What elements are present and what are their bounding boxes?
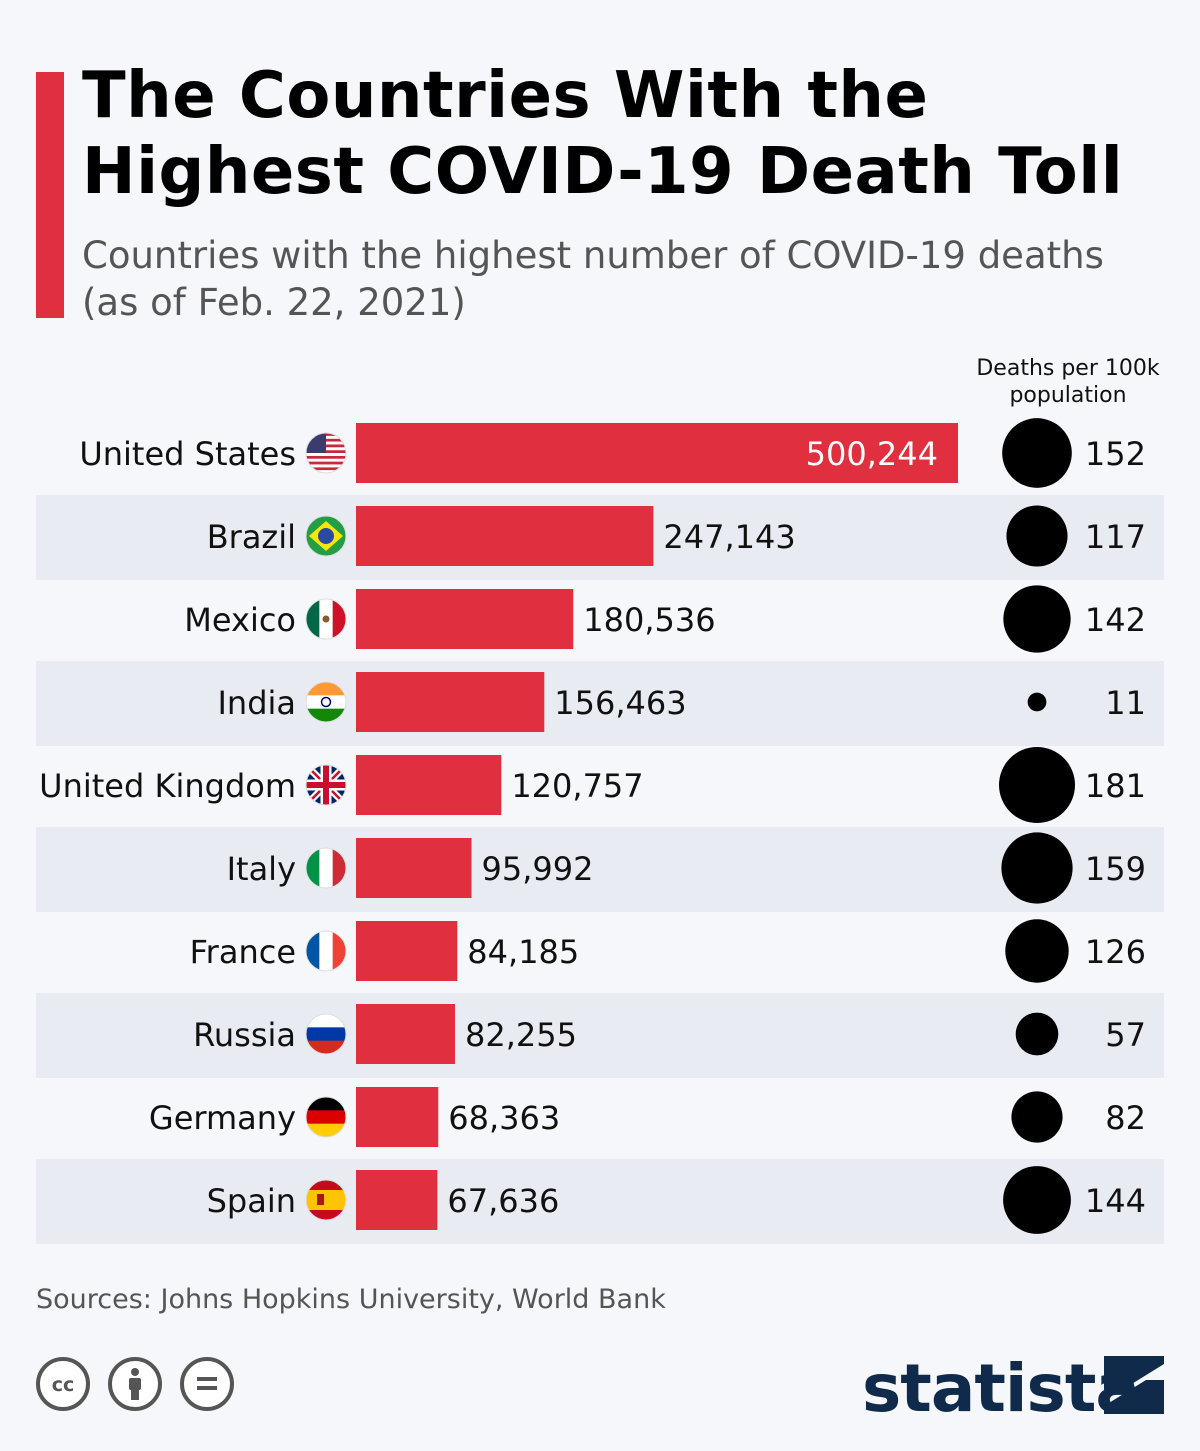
death-value-label: 156,463 xyxy=(554,684,686,722)
brazil-flag-icon xyxy=(306,516,346,556)
death-bar[interactable] xyxy=(356,1170,438,1230)
mexico-flag-icon-border xyxy=(305,598,347,640)
death-bar[interactable] xyxy=(356,589,574,649)
brazil-flag-icon-border xyxy=(305,515,347,557)
title-accent-bar xyxy=(36,72,64,318)
rate-value-label: 144 xyxy=(1085,1182,1146,1220)
rate-value-label: 159 xyxy=(1085,850,1146,888)
mexico-flag-icon xyxy=(306,599,346,639)
rate-bubble[interactable] xyxy=(1011,1091,1063,1143)
no-derivatives-icon[interactable] xyxy=(180,1357,234,1411)
death-bar[interactable] xyxy=(356,672,545,732)
country-label: United Kingdom xyxy=(39,767,296,805)
row-stripe xyxy=(36,827,1164,912)
chart-title: The Countries With the Highest COVID-19 … xyxy=(82,59,1124,209)
death-bar[interactable] xyxy=(356,1004,455,1064)
sources-note: Sources: Johns Hopkins University, World… xyxy=(36,1284,666,1315)
uk-flag-icon-border xyxy=(305,764,347,806)
death-value-label: 67,636 xyxy=(447,1182,559,1220)
country-label: Italy xyxy=(227,850,296,888)
spain-flag-icon-border xyxy=(305,1179,347,1221)
rate-bubble[interactable] xyxy=(1027,692,1047,712)
germany-flag-icon xyxy=(306,1097,346,1137)
death-value-label: 120,757 xyxy=(511,767,643,805)
death-bar[interactable] xyxy=(356,506,654,566)
rate-value-label: 181 xyxy=(1085,767,1146,805)
death-bar[interactable] xyxy=(356,755,502,815)
rate-bubble[interactable] xyxy=(1003,585,1071,653)
statista-logo-mark-icon xyxy=(1104,1356,1164,1414)
us-flag-icon-border xyxy=(305,432,347,474)
rate-value-label: 126 xyxy=(1085,933,1146,971)
country-label: Mexico xyxy=(184,601,296,639)
rate-bubble[interactable] xyxy=(1003,1166,1071,1234)
rate-bubble[interactable] xyxy=(1002,418,1072,488)
bar-chart: United States 500,244 152 Brazil 247,143 117 M… xyxy=(36,418,1164,1244)
row-stripe xyxy=(36,661,1164,746)
death-bar[interactable] xyxy=(356,921,458,981)
country-label: Spain xyxy=(207,1182,296,1220)
rate-bubble[interactable] xyxy=(1005,919,1069,983)
russia-flag-icon xyxy=(306,1014,346,1054)
death-value-label: 82,255 xyxy=(465,1016,577,1054)
rate-bubble[interactable] xyxy=(1006,505,1068,567)
country-label: United States xyxy=(79,435,296,473)
russia-flag-icon-border xyxy=(305,1013,347,1055)
germany-flag-icon-border xyxy=(305,1096,347,1138)
death-value-label: 68,363 xyxy=(448,1099,560,1137)
death-bar[interactable] xyxy=(356,423,958,483)
rate-value-label: 11 xyxy=(1105,684,1146,722)
india-flag-icon-border xyxy=(305,681,347,723)
rate-column-header: Deaths per 100k population xyxy=(976,356,1160,408)
rate-bubble[interactable] xyxy=(999,747,1075,823)
attribution-icon[interactable] xyxy=(108,1357,162,1411)
death-value-label: 95,992 xyxy=(482,850,594,888)
death-value-label: 247,143 xyxy=(663,518,795,556)
row-stripe xyxy=(36,993,1164,1078)
statista-logo[interactable]: statista xyxy=(862,1350,1140,1427)
rate-bubble[interactable] xyxy=(1001,832,1073,904)
death-value-label: 500,244 xyxy=(806,435,938,473)
chart-subtitle: Countries with the highest number of COV… xyxy=(82,234,1104,324)
rate-value-label: 142 xyxy=(1085,601,1146,639)
country-label: Brazil xyxy=(207,518,296,556)
svg-text:cc: cc xyxy=(52,1374,75,1396)
row-stripe xyxy=(36,1159,1164,1244)
country-label: France xyxy=(190,933,296,971)
rate-bubble[interactable] xyxy=(1015,1012,1059,1056)
country-label: India xyxy=(217,684,296,722)
country-label: Germany xyxy=(149,1099,296,1137)
death-bar[interactable] xyxy=(356,838,472,898)
france-flag-icon-border xyxy=(305,930,347,972)
death-value-label: 84,185 xyxy=(467,933,579,971)
rate-value-label: 117 xyxy=(1085,518,1146,556)
uk-flag-icon xyxy=(306,765,346,805)
italy-flag-icon xyxy=(306,848,346,888)
rate-value-label: 152 xyxy=(1085,435,1146,473)
italy-flag-icon-border xyxy=(305,847,347,889)
country-label: Russia xyxy=(193,1016,296,1054)
france-flag-icon xyxy=(306,931,346,971)
rate-value-label: 57 xyxy=(1105,1016,1146,1054)
death-bar[interactable] xyxy=(356,1087,439,1147)
spain-flag-icon xyxy=(306,1180,346,1220)
rate-value-label: 82 xyxy=(1105,1099,1146,1137)
cc-icon[interactable]: cc xyxy=(36,1357,90,1411)
death-value-label: 180,536 xyxy=(583,601,715,639)
india-flag-icon xyxy=(306,682,346,722)
